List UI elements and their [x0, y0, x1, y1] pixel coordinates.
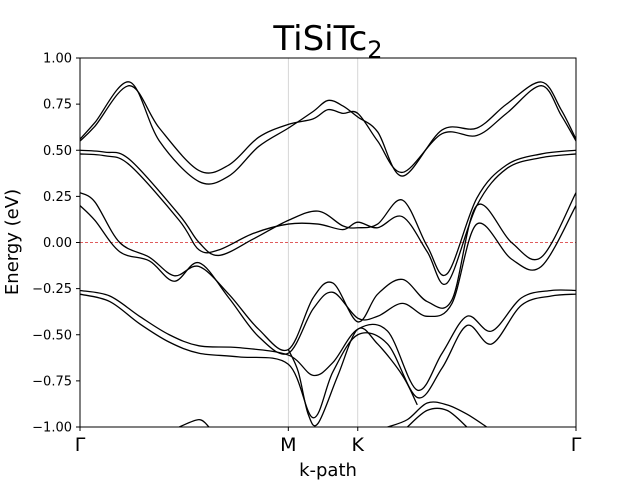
band-line-8	[80, 293, 576, 419]
band-lines	[80, 81, 576, 427]
band-line-10	[178, 418, 210, 427]
band-line-12	[406, 407, 468, 427]
x-tick-label: K	[352, 434, 365, 456]
y-tick-label: −0.75	[32, 374, 72, 389]
band-line-9	[287, 327, 418, 427]
band-line-1	[80, 85, 576, 174]
y-axis-label: Energy (eV)	[2, 189, 23, 295]
band-line-6	[80, 205, 576, 355]
chart-title-subscript: 2	[367, 36, 382, 64]
band-line-7	[80, 289, 576, 391]
band-line-5	[80, 192, 576, 352]
y-axis-ticks: −1.00 −0.75 −0.50 −0.25 0.00 0.25 0.50 0.75 1.00	[32, 52, 80, 436]
y-tick-label: 0.75	[43, 98, 72, 113]
chart-title: TiSiTc2	[272, 19, 382, 64]
y-tick-label: 1.00	[43, 52, 72, 67]
x-tick-label: M	[280, 434, 296, 456]
y-tick-label: −1.00	[32, 421, 72, 436]
y-tick-label: 0.50	[43, 144, 72, 159]
y-tick-label: 0.00	[43, 236, 72, 251]
y-tick-label: −0.25	[32, 282, 72, 297]
y-tick-label: 0.25	[43, 190, 72, 205]
band-line-11	[387, 401, 488, 427]
band-line-3	[80, 149, 576, 277]
band-line-2	[80, 81, 576, 185]
x-tick-label: Γ	[571, 434, 582, 456]
x-tick-label: Γ	[75, 434, 86, 456]
chart-title-main: TiSiTc	[272, 19, 367, 59]
y-tick-label: −0.50	[32, 328, 72, 343]
x-axis-label: k-path	[299, 460, 357, 480]
